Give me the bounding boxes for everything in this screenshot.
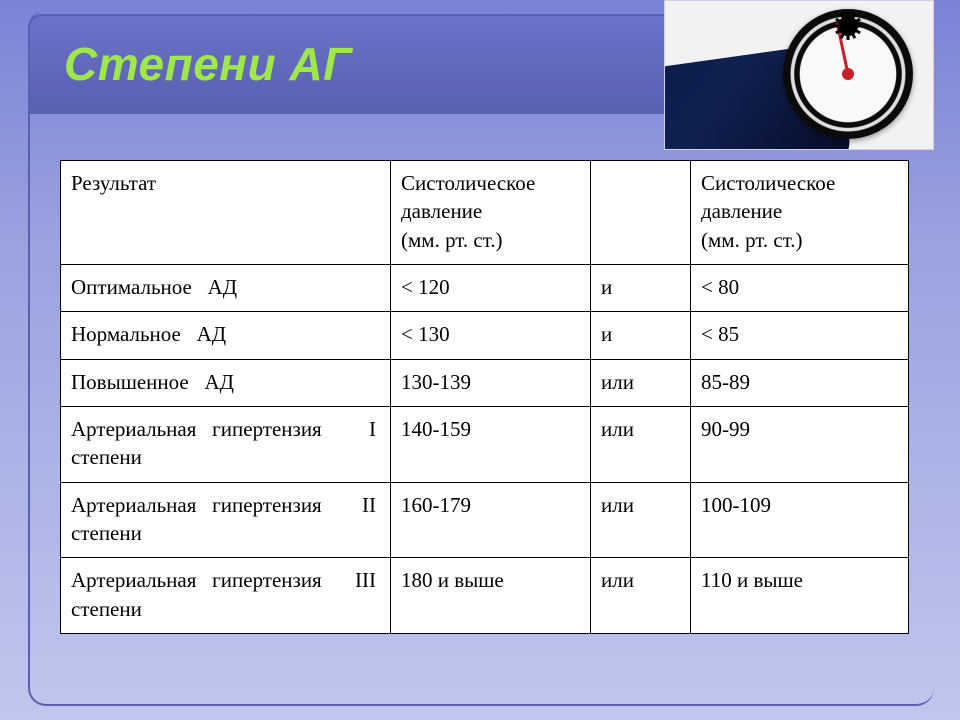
cell-conjunction: или bbox=[591, 359, 691, 406]
title-bar: Степени АГ bbox=[28, 14, 668, 114]
bp-classification-table: Результат Систолическое давление (мм. рт… bbox=[60, 160, 908, 634]
row-label-text: Нормальное АД bbox=[71, 320, 226, 348]
sphygmomanometer-gauge-icon bbox=[783, 9, 913, 139]
cell-label: Артериальная гипертензия IIстепени bbox=[61, 482, 391, 558]
cell-conjunction: или bbox=[591, 482, 691, 558]
decorative-photo bbox=[664, 0, 934, 150]
table: Результат Систолическое давление (мм. рт… bbox=[60, 160, 909, 634]
cell-systolic: 180 и выше bbox=[391, 558, 591, 634]
cell-label: Артериальная гипертензия Iстепени bbox=[61, 407, 391, 483]
header-systolic: Систолическое давление (мм. рт. ст.) bbox=[391, 161, 591, 265]
cell-diastolic: < 80 bbox=[691, 265, 909, 312]
row-label-line2: степени bbox=[71, 519, 380, 547]
header-diastolic: Систолическое давление (мм. рт. ст.) bbox=[691, 161, 909, 265]
cell-label: Нормальное АД bbox=[61, 312, 391, 359]
table-row: Оптимальное АД < 120и< 80 bbox=[61, 265, 909, 312]
header-diastolic-units: (мм. рт. ст.) bbox=[701, 228, 803, 252]
row-label-line2: степени bbox=[71, 595, 380, 623]
header-systolic-units: (мм. рт. ст.) bbox=[401, 228, 503, 252]
table-row: Повышенное АД 130-139или85-89 bbox=[61, 359, 909, 406]
table-row: Артериальная гипертензия IIстепени 160-179… bbox=[61, 482, 909, 558]
cell-diastolic: 90-99 bbox=[691, 407, 909, 483]
cell-diastolic: 85-89 bbox=[691, 359, 909, 406]
cell-systolic: < 130 bbox=[391, 312, 591, 359]
row-label-text: Артериальная гипертензия bbox=[71, 491, 322, 519]
cell-label: Артериальная гипертензия IIIстепени bbox=[61, 558, 391, 634]
cell-label: Оптимальное АД bbox=[61, 265, 391, 312]
row-label-text: Оптимальное АД bbox=[71, 273, 237, 301]
cell-diastolic: < 85 bbox=[691, 312, 909, 359]
table-header-row: Результат Систолическое давление (мм. рт… bbox=[61, 161, 909, 265]
cell-systolic: 160-179 bbox=[391, 482, 591, 558]
row-label-roman: I bbox=[369, 415, 380, 443]
row-label-line2: степени bbox=[71, 443, 380, 471]
header-result: Результат bbox=[61, 161, 391, 265]
cell-systolic: 130-139 bbox=[391, 359, 591, 406]
table-row: Артериальная гипертензия IIIстепени 180 и … bbox=[61, 558, 909, 634]
table-row: Нормальное АД < 130и< 85 bbox=[61, 312, 909, 359]
header-diastolic-label: Систолическое давление bbox=[701, 171, 835, 223]
row-label-roman: II bbox=[362, 491, 380, 519]
cell-systolic: < 120 bbox=[391, 265, 591, 312]
cell-systolic: 140-159 bbox=[391, 407, 591, 483]
row-label-text: Повышенное АД bbox=[71, 368, 234, 396]
cell-conjunction: и bbox=[591, 265, 691, 312]
cell-label: Повышенное АД bbox=[61, 359, 391, 406]
row-label-text: Артериальная гипертензия bbox=[71, 415, 322, 443]
row-label-roman: III bbox=[355, 566, 380, 594]
cell-conjunction: или bbox=[591, 407, 691, 483]
header-spacer bbox=[591, 161, 691, 265]
header-systolic-label: Систолическое давление bbox=[401, 171, 535, 223]
row-label-text: Артериальная гипертензия bbox=[71, 566, 322, 594]
cell-diastolic: 110 и выше bbox=[691, 558, 909, 634]
cell-conjunction: или bbox=[591, 558, 691, 634]
slide-title: Степени АГ bbox=[64, 37, 352, 91]
table-row: Артериальная гипертензия Iстепени 140-159и… bbox=[61, 407, 909, 483]
cell-conjunction: и bbox=[591, 312, 691, 359]
cell-diastolic: 100-109 bbox=[691, 482, 909, 558]
